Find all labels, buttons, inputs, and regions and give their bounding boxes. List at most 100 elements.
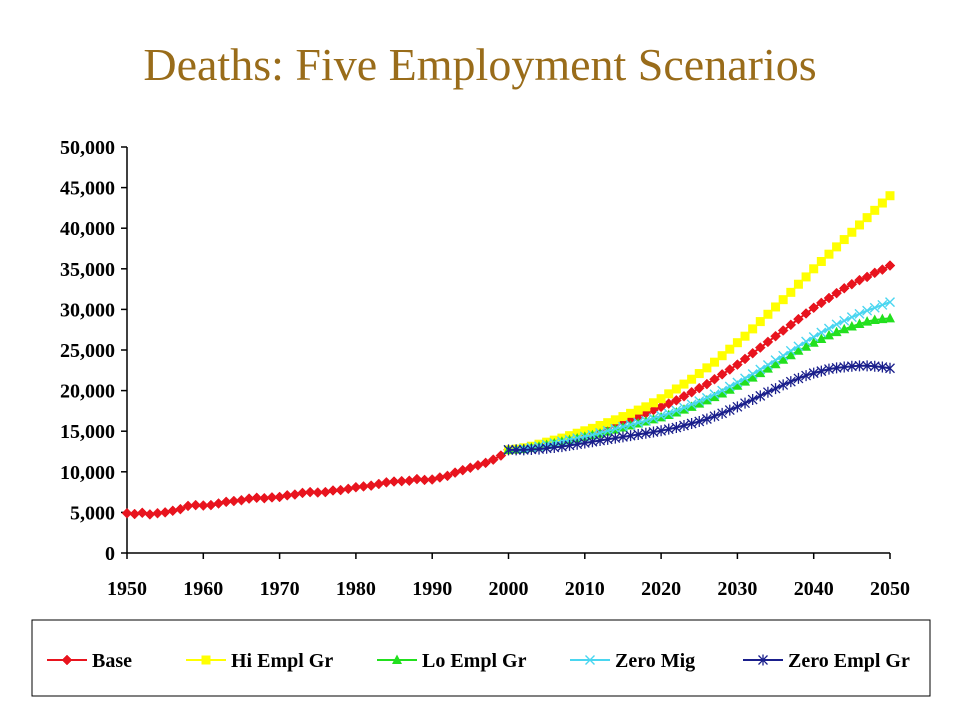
data-point bbox=[663, 423, 674, 435]
chart-series bbox=[121, 191, 896, 520]
data-point bbox=[236, 494, 247, 506]
data-point bbox=[793, 372, 804, 384]
data-point bbox=[190, 499, 202, 511]
y-tick-label: 35,000 bbox=[60, 259, 115, 281]
data-point bbox=[869, 267, 881, 279]
data-point bbox=[762, 363, 773, 373]
data-point bbox=[587, 423, 597, 433]
data-point bbox=[320, 486, 331, 498]
y-tick-label: 10,000 bbox=[60, 462, 115, 484]
data-point bbox=[392, 654, 402, 664]
data-point bbox=[793, 313, 804, 325]
x-tick-label: 1960 bbox=[183, 578, 223, 600]
data-point bbox=[656, 410, 667, 421]
data-point bbox=[771, 302, 781, 312]
data-point bbox=[274, 491, 285, 503]
data-point bbox=[793, 279, 803, 289]
x-tick-label: 2040 bbox=[794, 578, 834, 600]
data-point bbox=[687, 374, 697, 384]
data-point bbox=[487, 454, 499, 465]
data-point bbox=[671, 394, 682, 406]
data-point bbox=[777, 325, 789, 336]
data-point bbox=[159, 507, 171, 518]
data-point bbox=[640, 415, 651, 426]
data-point bbox=[747, 394, 758, 406]
data-point bbox=[832, 242, 842, 252]
data-point bbox=[747, 368, 758, 379]
data-point bbox=[854, 220, 864, 230]
data-point bbox=[740, 373, 751, 384]
data-point bbox=[732, 377, 743, 388]
data-point bbox=[801, 272, 811, 282]
data-point bbox=[778, 295, 788, 305]
data-point bbox=[785, 349, 796, 360]
x-tick-label: 2030 bbox=[717, 578, 757, 600]
data-point bbox=[626, 408, 636, 418]
data-point bbox=[663, 408, 674, 419]
y-tick-label: 15,000 bbox=[60, 421, 115, 443]
data-point bbox=[831, 326, 842, 337]
y-tick-label: 30,000 bbox=[60, 299, 115, 321]
data-point bbox=[585, 655, 595, 665]
chart-legend: Base Hi Empl Gr Lo Empl Gr Zero Mig Zero Emp… bbox=[31, 619, 931, 697]
data-point bbox=[839, 235, 849, 245]
data-point bbox=[702, 363, 712, 373]
legend-item-zero-empl-gr: Zero Empl Gr bbox=[743, 650, 910, 672]
data-point bbox=[167, 505, 179, 517]
data-point bbox=[526, 443, 537, 455]
data-point bbox=[694, 415, 705, 427]
data-point bbox=[595, 427, 606, 438]
data-point bbox=[839, 315, 850, 326]
data-point bbox=[869, 314, 880, 324]
data-point bbox=[388, 476, 400, 487]
data-point bbox=[847, 227, 857, 237]
legend-box bbox=[31, 619, 931, 697]
data-point bbox=[686, 417, 697, 429]
data-point bbox=[884, 260, 896, 271]
y-tick-label: 50,000 bbox=[60, 137, 115, 159]
data-point bbox=[725, 344, 735, 354]
data-point bbox=[838, 282, 850, 294]
data-point bbox=[701, 392, 712, 403]
data-point bbox=[618, 412, 628, 422]
data-point bbox=[717, 385, 728, 396]
data-point bbox=[809, 264, 819, 274]
data-point bbox=[603, 418, 613, 428]
data-point bbox=[724, 384, 735, 394]
legend-item-hi-empl-gr: Hi Empl Gr bbox=[186, 650, 333, 672]
data-point bbox=[411, 473, 423, 485]
data-point bbox=[266, 492, 278, 503]
data-point bbox=[800, 308, 812, 319]
legend-item-zero-mig: Zero Mig bbox=[570, 650, 695, 672]
data-point bbox=[885, 362, 895, 374]
data-point bbox=[732, 359, 743, 370]
y-tick-label: 20,000 bbox=[60, 381, 115, 403]
data-point bbox=[342, 483, 354, 495]
data-point bbox=[671, 405, 682, 416]
data-point bbox=[770, 330, 781, 342]
data-point bbox=[770, 383, 781, 395]
data-point bbox=[633, 417, 644, 428]
data-point bbox=[854, 360, 865, 372]
data-point bbox=[610, 423, 621, 434]
data-point bbox=[778, 350, 789, 361]
data-point bbox=[747, 372, 758, 382]
data-point bbox=[808, 337, 819, 347]
x-tick-label: 1990 bbox=[412, 578, 452, 600]
data-point bbox=[610, 415, 620, 425]
data-point bbox=[251, 492, 263, 504]
y-tick-label: 25,000 bbox=[60, 340, 115, 362]
data-point bbox=[739, 353, 751, 365]
data-point bbox=[717, 407, 728, 419]
legend-label: Base bbox=[92, 650, 132, 672]
data-point bbox=[740, 331, 750, 341]
data-point bbox=[762, 336, 774, 348]
data-point bbox=[201, 655, 211, 665]
data-point bbox=[701, 413, 712, 425]
data-point bbox=[862, 316, 873, 326]
data-point bbox=[748, 324, 758, 334]
data-point bbox=[678, 404, 689, 414]
data-point bbox=[747, 347, 759, 359]
data-point bbox=[801, 336, 812, 347]
